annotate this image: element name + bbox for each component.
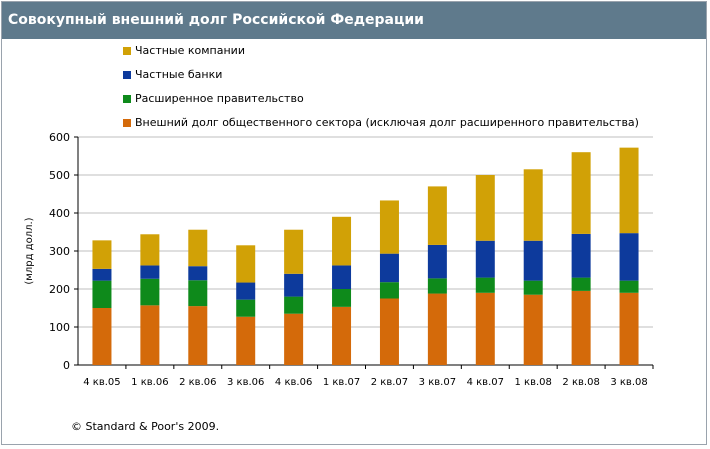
- bar-segment: [140, 265, 160, 279]
- bar-segment: [140, 234, 160, 266]
- bar-segment: [379, 282, 399, 299]
- bar-segment: [379, 298, 399, 365]
- bar-segment: [140, 305, 160, 365]
- bar-segment: [284, 229, 304, 274]
- bar-segment: [523, 294, 543, 365]
- bar-segment: [188, 280, 208, 307]
- bar-segment: [188, 306, 208, 365]
- bar-segment: [236, 245, 256, 283]
- bar-segment: [523, 280, 543, 295]
- bar-segment: [571, 152, 591, 234]
- legend-label-private-banks: Частные банки: [135, 68, 223, 81]
- x-tick-label: 4 кв.05: [83, 377, 120, 388]
- bar-segment: [523, 169, 543, 241]
- bar-segment: [427, 293, 447, 365]
- bar-segment: [188, 266, 208, 281]
- bar-segment: [475, 277, 495, 293]
- x-tick-label: 4 кв.06: [275, 377, 312, 388]
- legend-label-private-companies: Частные компании: [135, 44, 245, 57]
- legend-swatch-general-government: [123, 95, 131, 103]
- x-tick-label: 3 кв.06: [227, 377, 264, 388]
- copyright-note: © Standard & Poor's 2009.: [71, 420, 220, 433]
- bar-segment: [379, 200, 399, 254]
- legend-swatch-private-companies: [123, 47, 131, 55]
- bar-segment: [427, 244, 447, 279]
- bar-segment: [92, 308, 112, 365]
- chart-title: Совокупный внешний долг Российской Федер…: [8, 12, 424, 28]
- x-tick-label: 3 кв.08: [610, 377, 647, 388]
- x-tick-label: 2 кв.07: [371, 377, 408, 388]
- bar-segment: [619, 233, 639, 281]
- x-tick-label: 2 кв.08: [562, 377, 599, 388]
- bar-segment: [427, 278, 447, 294]
- legend-label-general-government: Расширенное правительство: [135, 92, 304, 105]
- x-tick-label: 1 кв.07: [323, 377, 360, 388]
- legend-swatch-public-sector: [123, 119, 131, 127]
- y-tick-label: 500: [49, 169, 70, 182]
- bar-segment: [236, 299, 256, 317]
- y-tick-label: 100: [49, 321, 70, 334]
- x-tick-label: 3 кв.07: [419, 377, 456, 388]
- bar-segment: [92, 280, 112, 308]
- y-tick-label: 600: [49, 131, 70, 144]
- y-tick-label: 200: [49, 283, 70, 296]
- bar-segment: [332, 289, 352, 307]
- x-tick-label: 1 кв.06: [131, 377, 168, 388]
- bar-segment: [571, 233, 591, 278]
- legend-label-public-sector: Внешний долг общественного сектора (искл…: [135, 116, 639, 129]
- bar-segment: [571, 290, 591, 365]
- y-axis-title: (млрд долл.): [24, 217, 35, 284]
- legend-swatch-private-banks: [123, 71, 131, 79]
- bar-segment: [236, 282, 256, 300]
- bar-segment: [332, 216, 352, 266]
- bar-segment: [284, 296, 304, 314]
- bar-segment: [284, 313, 304, 365]
- bar-segment: [92, 240, 112, 269]
- bar-segment: [475, 292, 495, 365]
- bar-segment: [475, 175, 495, 241]
- bar-segment: [284, 273, 304, 297]
- bar-segment: [619, 280, 639, 293]
- y-tick-label: 300: [49, 245, 70, 258]
- bar-segment: [236, 316, 256, 365]
- title-bar: Совокупный внешний долг Российской Федер…: [2, 2, 706, 39]
- bar-segment: [379, 253, 399, 283]
- bar-segment: [140, 278, 160, 306]
- bar-segment: [571, 277, 591, 291]
- x-tick-label: 1 кв.08: [515, 377, 552, 388]
- y-tick-label: 400: [49, 207, 70, 220]
- bar-segment: [523, 240, 543, 281]
- x-tick-label: 4 кв.07: [467, 377, 504, 388]
- bar-segment: [92, 268, 112, 281]
- bar-segment: [619, 292, 639, 365]
- bar-segment: [619, 147, 639, 234]
- bar-segment: [332, 306, 352, 365]
- bar-segment: [332, 265, 352, 289]
- bar-segment: [475, 240, 495, 278]
- x-tick-label: 2 кв.06: [179, 377, 216, 388]
- bar-segment: [188, 229, 208, 267]
- bar-segment: [427, 186, 447, 245]
- y-tick-label: 0: [63, 359, 70, 372]
